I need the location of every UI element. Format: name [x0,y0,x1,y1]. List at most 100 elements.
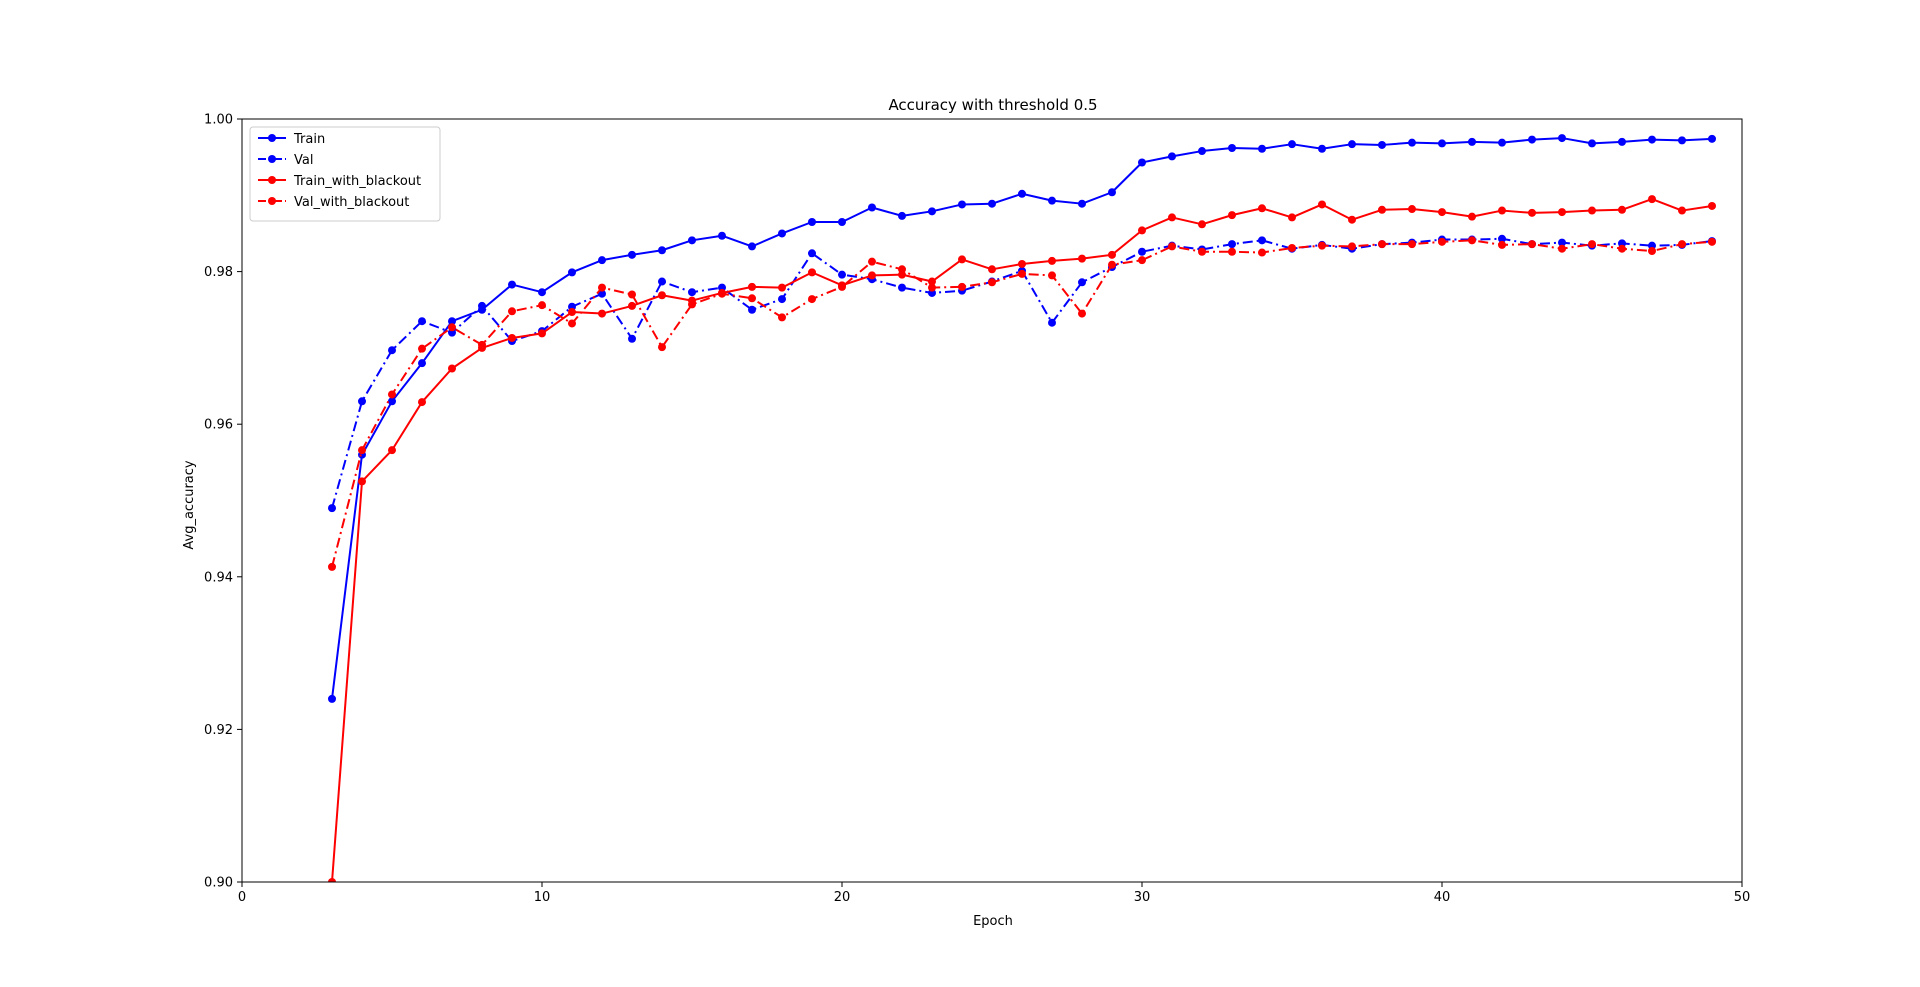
data-point-train [1138,158,1146,167]
data-point-train-with-blackout [1588,206,1596,215]
x-axis-label: Epoch [973,914,1013,929]
data-point-train [628,250,636,259]
data-point-train [1648,135,1656,144]
data-point-val-with-blackout [1438,237,1446,246]
data-point-train [1228,143,1236,152]
data-point-val-with-blackout [628,290,636,299]
data-point-train [538,288,546,297]
data-point-val-with-blackout [1468,236,1476,245]
data-point-val-with-blackout [1288,243,1296,252]
data-point-val-with-blackout [1168,242,1176,251]
legend-swatch-marker [268,176,276,184]
y-tick-label: 0.92 [204,723,233,738]
data-point-train [388,397,396,406]
x-tick-label: 30 [1134,890,1151,905]
data-point-val-with-blackout [1078,309,1086,318]
data-point-val [1078,278,1086,287]
data-point-val [1228,240,1236,249]
data-point-train [1108,188,1116,197]
legend-label: Val [294,153,313,168]
data-point-val-with-blackout [928,283,936,292]
plot-area [328,134,1716,882]
legend-item-val: Val [258,153,313,168]
data-point-val [628,334,636,343]
data-point-val-with-blackout [748,294,756,303]
data-point-train [868,203,876,212]
data-point-train [808,218,816,227]
data-point-val-with-blackout [1138,256,1146,265]
data-point-val-with-blackout [598,283,606,292]
data-point-val-with-blackout [1708,237,1716,246]
data-point-val-with-blackout [1378,240,1386,249]
data-point-val-with-blackout [418,344,426,353]
data-point-train [448,317,456,326]
data-point-val-with-blackout [478,340,486,349]
data-point-train [1438,139,1446,148]
data-point-val [1498,234,1506,243]
data-point-train-with-blackout [1528,208,1536,217]
data-point-val-with-blackout [778,313,786,322]
legend-label: Train [293,132,325,147]
data-point-train-with-blackout [1048,256,1056,265]
data-point-val-with-blackout [1528,240,1536,249]
data-point-train [748,242,756,251]
data-point-val-with-blackout [1108,260,1116,269]
x-tick-label: 0 [238,890,246,905]
data-point-train-with-blackout [808,268,816,277]
legend-label: Train_with_blackout [293,174,421,189]
data-point-train [1588,139,1596,148]
data-point-train [988,199,996,208]
data-point-train-with-blackout [538,329,546,338]
data-point-train [1288,140,1296,149]
data-point-val-with-blackout [1408,240,1416,249]
series-train-with-blackout [328,195,1716,882]
data-point-train [898,211,906,220]
data-point-val [778,295,786,304]
data-point-train [778,229,786,238]
data-point-val-with-blackout [448,323,456,332]
y-tick-label: 0.98 [204,265,233,280]
data-point-val-with-blackout [688,300,696,309]
data-point-train-with-blackout [1138,226,1146,235]
data-point-train [1258,144,1266,153]
data-point-train-with-blackout [868,271,876,280]
data-point-val [328,504,336,513]
data-point-train [958,200,966,209]
data-point-val-with-blackout [658,343,666,352]
chart-title: Accuracy with threshold 0.5 [888,96,1097,114]
y-axis-label: Avg_accuracy [182,460,197,550]
data-point-train [718,231,726,240]
data-point-train [1198,147,1206,156]
data-point-train [658,246,666,255]
data-point-train-with-blackout [1378,205,1386,214]
data-point-train [1018,189,1026,198]
data-point-train-with-blackout [1288,213,1296,222]
data-point-train [568,268,576,277]
data-point-val-with-blackout [328,562,336,571]
series-line-val-with-blackout [331,239,1713,568]
data-point-train [1468,137,1476,146]
data-point-train-with-blackout [1168,213,1176,222]
data-point-train-with-blackout [568,308,576,317]
data-point-val-with-blackout [568,319,576,328]
data-point-val [898,283,906,292]
data-point-train-with-blackout [1708,201,1716,210]
series-val-with-blackout [328,236,1716,571]
data-point-train-with-blackout [1318,200,1326,209]
data-point-val-with-blackout [988,278,996,287]
data-point-train-with-blackout [988,265,996,274]
data-point-train-with-blackout [1258,204,1266,213]
x-axis-ticks: 0 10 20 30 40 50 [238,882,1750,905]
data-point-train-with-blackout [418,398,426,407]
x-tick-label: 50 [1734,890,1751,905]
data-point-train [1528,135,1536,144]
data-point-val-with-blackout [808,295,816,304]
data-point-val-with-blackout [838,282,846,291]
data-point-train [328,694,336,703]
data-point-val-with-blackout [1048,271,1056,280]
data-point-train-with-blackout [1348,215,1356,224]
data-point-val [688,288,696,297]
data-point-val-with-blackout [1678,240,1686,249]
data-point-train-with-blackout [1198,220,1206,229]
data-point-train [1558,134,1566,143]
